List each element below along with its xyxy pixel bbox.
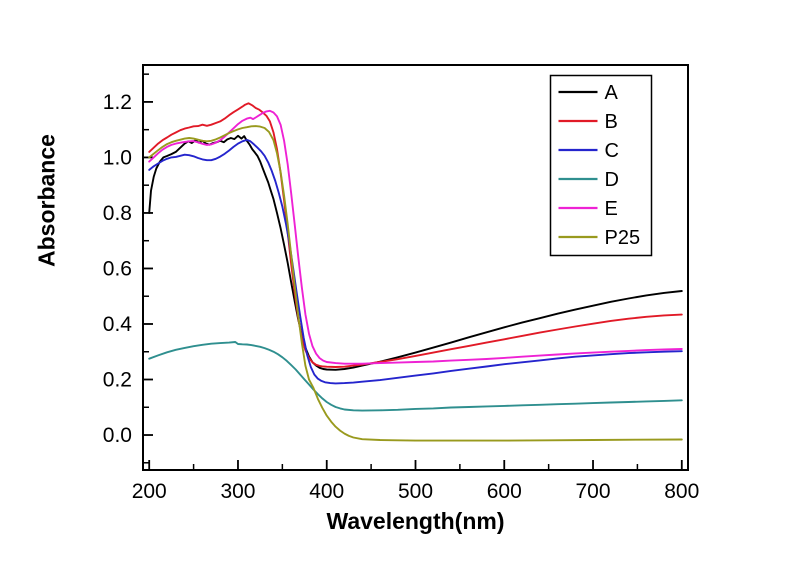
y-tick-label: 0.8 (103, 202, 132, 225)
x-tick-label: 700 (576, 480, 611, 503)
legend-label-A: A (605, 82, 619, 104)
x-axis-title: Wavelength(nm) (326, 508, 505, 534)
y-tick-label: 0.0 (103, 424, 132, 447)
series-curve-P25 (148, 125, 683, 442)
plot-frame (142, 64, 689, 471)
x-tick-label: 500 (398, 480, 433, 503)
legend-label-E: E (605, 198, 618, 220)
legend-label-P25: P25 (605, 227, 641, 249)
legend-box (549, 74, 653, 257)
x-tick-label: 200 (132, 480, 167, 503)
x-tick-label: 600 (487, 480, 522, 503)
series-curve-E (148, 109, 683, 365)
x-tick-label: 300 (220, 480, 255, 503)
x-tick-label: 800 (664, 480, 699, 503)
legend-label-B: B (605, 111, 618, 133)
y-tick-label: 1.2 (103, 91, 132, 114)
legend-label-C: C (605, 140, 619, 162)
series-curve-C (148, 138, 683, 385)
series-curve-D (148, 341, 683, 412)
y-tick-label: 1.0 (103, 146, 132, 169)
x-tick-label: 400 (309, 480, 344, 503)
y-tick-label: 0.6 (103, 257, 132, 280)
y-tick-label: 0.4 (103, 313, 133, 336)
y-tick-label: 0.2 (103, 369, 132, 392)
legend-label-D: D (605, 169, 619, 191)
